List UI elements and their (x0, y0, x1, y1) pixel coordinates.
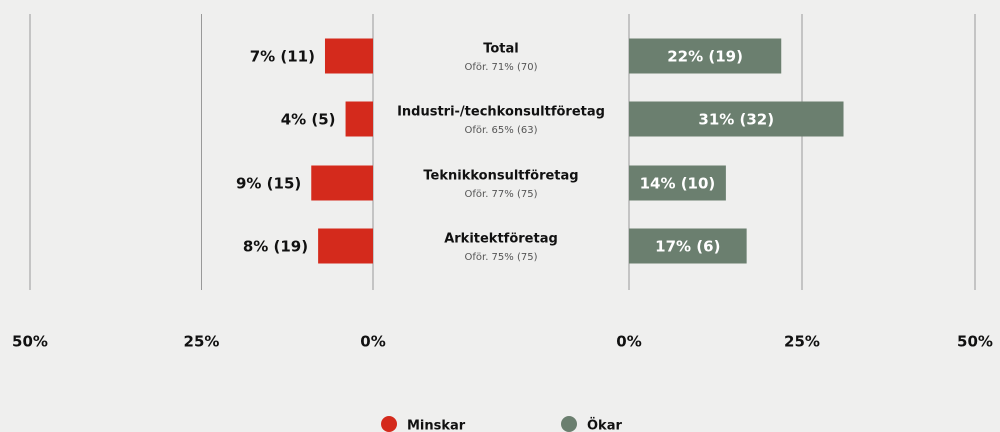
bar (318, 228, 373, 264)
bar (311, 165, 373, 201)
data-label: 14% (10) (640, 175, 716, 193)
data-label: 4% (5) (281, 111, 336, 129)
category-subtitle: Oför. 75% (75) (465, 252, 538, 263)
category-subtitle: Oför. 71% (70) (465, 62, 538, 73)
x-tick-label: 50% (12, 333, 48, 351)
category-subtitle: Oför. 77% (75) (465, 189, 538, 200)
category-label: Teknikkonsultföretag (423, 169, 578, 184)
data-label: 22% (19) (667, 48, 743, 66)
category-subtitle: Oför. 65% (63) (465, 125, 538, 136)
category-label: Total (483, 42, 519, 57)
bar (629, 165, 726, 201)
category-label: Arkitektföretag (444, 232, 558, 247)
x-tick-label: 0% (616, 333, 641, 351)
legend-marker (561, 416, 577, 432)
data-label: 17% (6) (655, 238, 720, 256)
x-tick-label: 50% (957, 333, 993, 351)
legend-marker (381, 416, 397, 432)
x-tick-label: 25% (184, 333, 220, 351)
x-tick-label: 0% (360, 333, 385, 351)
bar (629, 228, 747, 264)
bar (629, 38, 782, 74)
data-label: 31% (32) (698, 111, 774, 129)
category-label: Industri-/techkonsultföretag (397, 105, 605, 120)
data-label: 9% (15) (236, 175, 301, 193)
bar (345, 101, 373, 137)
data-label: 7% (11) (250, 48, 315, 66)
legend-label: Ökar (587, 418, 622, 432)
x-tick-label: 25% (784, 333, 820, 351)
bar (324, 38, 373, 74)
data-label: 8% (19) (243, 238, 308, 256)
bar (629, 101, 844, 137)
legend-label: Minskar (407, 419, 466, 432)
